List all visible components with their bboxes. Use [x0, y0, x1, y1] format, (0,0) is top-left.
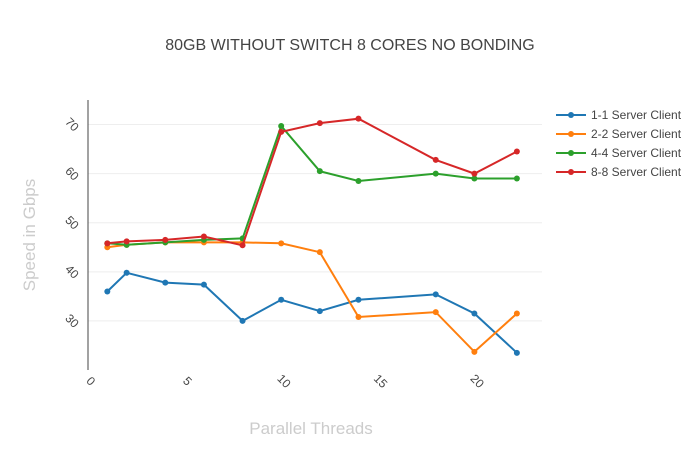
- data-point: [278, 128, 285, 135]
- x-tick-label: 20: [468, 371, 488, 391]
- legend-marker: [568, 169, 574, 175]
- series-line-2: [107, 124, 517, 246]
- data-point: [104, 288, 111, 295]
- series-line-1: [107, 241, 518, 354]
- data-point: [162, 279, 169, 286]
- x-tick-label: 0: [84, 374, 99, 389]
- y-tick-label: 60: [62, 164, 82, 184]
- data-point: [278, 240, 285, 247]
- data-point: [432, 156, 439, 163]
- data-point: [162, 236, 169, 243]
- data-point: [432, 170, 439, 177]
- y-axis-title: Speed in Gbps: [20, 179, 39, 291]
- data-point: [316, 308, 323, 315]
- legend-label: 8-8 Server Client: [591, 165, 682, 179]
- data-point: [316, 120, 323, 127]
- data-point: [513, 175, 520, 182]
- data-point: [123, 238, 130, 245]
- x-tick-label: 5: [180, 374, 195, 389]
- y-tick-label: 70: [62, 115, 82, 135]
- legend-label: 1-1 Server Client: [591, 108, 682, 122]
- data-point: [200, 233, 207, 240]
- legend-marker: [568, 112, 574, 118]
- data-point: [239, 242, 246, 249]
- series-lines: [104, 115, 520, 356]
- y-tick-labels: 30 40 50 60 70: [62, 115, 82, 331]
- legend-label: 4-4 Server Client: [591, 146, 682, 160]
- series-line-3: [107, 117, 518, 247]
- data-point: [471, 310, 478, 317]
- data-point: [471, 348, 478, 355]
- data-point: [316, 168, 323, 175]
- legend-label: 2-2 Server Client: [591, 127, 682, 141]
- legend-marker: [568, 131, 574, 137]
- data-point: [355, 313, 362, 320]
- data-point: [104, 240, 111, 247]
- chart-title: 80GB WITHOUT SWITCH 8 CORES NO BONDING: [165, 37, 535, 54]
- data-point: [355, 178, 362, 184]
- y-tick-label: 40: [62, 262, 82, 282]
- data-point: [432, 291, 439, 298]
- gridlines: [88, 124, 542, 322]
- data-point: [278, 123, 285, 130]
- data-point: [471, 170, 478, 177]
- data-point: [471, 175, 478, 182]
- y-tick-label: 30: [62, 311, 82, 331]
- data-point: [513, 310, 520, 317]
- data-point: [355, 115, 362, 122]
- legend: 1-1 Server Client 2-2 Server Client 4-4 Se…: [556, 108, 682, 179]
- data-point: [239, 317, 246, 324]
- x-tick-labels: 0 5 10 15 20: [84, 371, 488, 391]
- data-point: [513, 349, 520, 356]
- data-point: [200, 281, 207, 288]
- x-tick-label: 10: [274, 371, 294, 391]
- x-axis-title: Parallel Threads: [249, 419, 372, 438]
- legend-marker: [568, 150, 574, 156]
- series-line-0: [106, 271, 518, 354]
- y-tick-label: 50: [62, 213, 82, 233]
- data-point: [278, 296, 285, 303]
- data-point: [123, 269, 130, 276]
- data-point: [432, 309, 439, 316]
- data-point: [513, 148, 520, 155]
- x-tick-label: 15: [371, 371, 391, 391]
- data-point: [316, 249, 323, 256]
- data-point: [355, 296, 362, 303]
